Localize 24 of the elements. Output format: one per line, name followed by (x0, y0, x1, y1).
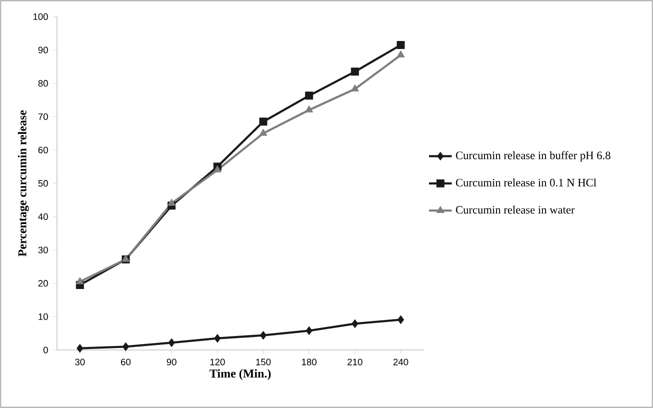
y-tick-label: 50 (38, 180, 48, 187)
y-tick-label: 40 (38, 213, 48, 220)
x-tick-label: 30 (75, 358, 85, 366)
x-tick-label: 210 (348, 358, 362, 366)
x-tick-label: 120 (210, 358, 225, 366)
y-tick-label: 100 (33, 13, 48, 20)
x-tick-label: 60 (121, 358, 131, 366)
legend-label: Curcumin release in 0.1 N HCl (456, 178, 596, 186)
y-tick-label: 0 (43, 346, 48, 354)
x-tick-label: 90 (166, 358, 176, 366)
x-axis-title: Time (Min.) (210, 369, 271, 380)
y-tick-label: 70 (38, 113, 48, 120)
legend-label: Curcumin release in buffer pH 6.8 (456, 151, 610, 162)
y-tick-label: 80 (38, 80, 48, 87)
y-tick-label: 90 (38, 46, 48, 54)
legend-label: Curcumin release in water (456, 206, 575, 214)
y-tick-label: 20 (38, 280, 48, 287)
x-tick-label: 240 (393, 358, 408, 366)
y-tick-label: 60 (38, 146, 48, 154)
x-tick-label: 180 (302, 358, 317, 366)
y-tick-label: 30 (38, 246, 48, 254)
x-tick-label: 150 (256, 358, 271, 366)
y-tick-label: 10 (38, 313, 48, 320)
y-axis-title: Percentage curcumin release (18, 110, 29, 256)
